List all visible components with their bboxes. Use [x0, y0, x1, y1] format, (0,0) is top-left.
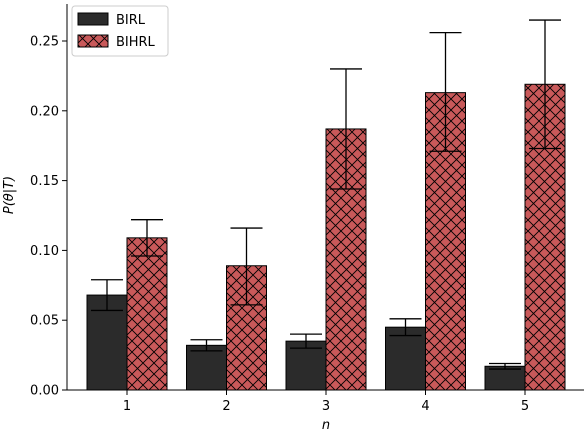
legend-label-birl: BIRL — [116, 13, 146, 28]
error-bars — [91, 19, 561, 370]
x-tick-label: 5 — [521, 399, 529, 414]
legend-label-bihrl: BIHRL — [116, 35, 156, 50]
y-tick-label: 0.10 — [30, 244, 59, 259]
x-tick-label: 4 — [421, 399, 429, 414]
y-tick-label: 0.00 — [30, 384, 59, 399]
y-tick-label: 0.25 — [30, 35, 59, 50]
x-tick-label: 3 — [322, 399, 330, 414]
y-tick-label: 0.05 — [30, 314, 59, 329]
legend-swatch-bihrl — [77, 34, 109, 48]
x-axis-label: n — [322, 418, 330, 432]
bar-birl — [285, 340, 327, 391]
x-tick-label: 1 — [123, 399, 131, 414]
y-tick-label: 0.20 — [30, 104, 59, 119]
bar-birl — [186, 344, 227, 391]
bars — [86, 83, 566, 391]
bar-birl — [484, 365, 526, 391]
bar-bihrl — [126, 237, 168, 391]
bar-birl — [385, 326, 426, 391]
y-axis: 0.00 0.05 0.10 0.15 0.20 0.25 — [30, 35, 67, 399]
legend: BIRL BIHRL — [71, 5, 169, 57]
y-axis-label: P(θ|T) — [2, 176, 17, 214]
legend-swatch-birl — [77, 12, 109, 26]
x-tick-label: 2 — [222, 399, 230, 414]
x-axis: 1 2 3 4 5 — [123, 390, 529, 414]
y-tick-label: 0.15 — [30, 174, 59, 189]
